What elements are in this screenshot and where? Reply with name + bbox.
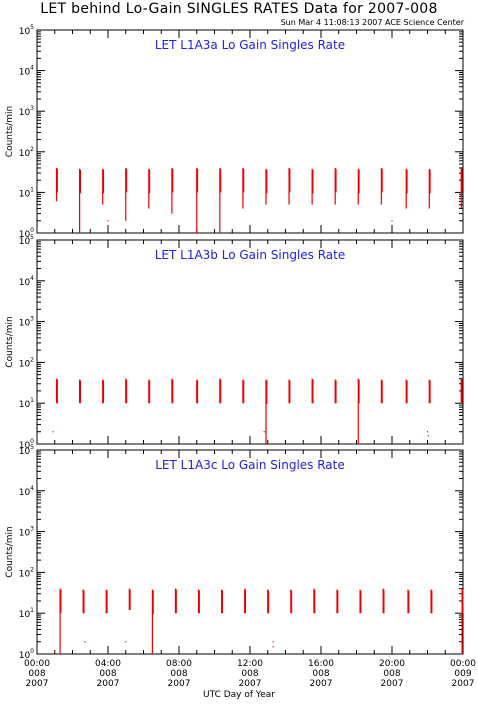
panel-frame xyxy=(36,449,464,655)
rate-point xyxy=(52,431,54,433)
rate-point xyxy=(263,431,265,433)
x-axis-title: UTC Day of Year xyxy=(203,690,275,700)
x-tick-label: 04:00 xyxy=(95,659,121,669)
rate-point xyxy=(84,641,86,643)
rate-point xyxy=(391,220,393,222)
x-tick-label: 008 xyxy=(170,669,187,679)
y-tick-label: 101 xyxy=(19,186,34,199)
rate-point xyxy=(160,229,162,231)
x-tick-label: 16:00 xyxy=(308,659,334,669)
y-tick-label: 101 xyxy=(19,397,34,410)
x-tick-label: 008 xyxy=(99,669,116,679)
y-tick-label: 102 xyxy=(19,356,34,369)
y-tick-label: 100 xyxy=(19,648,34,661)
y-tick-label: 104 xyxy=(19,275,34,288)
panel-title: LET L1A3a Lo Gain Singles Rate xyxy=(155,38,345,52)
x-tick-label: 2007 xyxy=(26,679,49,689)
x-tick-label: 2007 xyxy=(168,679,191,689)
y-tick-label: 102 xyxy=(19,566,34,579)
y-tick-label: 101 xyxy=(19,607,34,620)
panel-title: LET L1A3c Lo Gain Singles Rate xyxy=(155,458,345,472)
panel-frame xyxy=(36,239,464,445)
chart-title: LET behind Lo-Gain SINGLES RATES Data fo… xyxy=(40,1,438,17)
y-axis-title: Counts/min xyxy=(5,526,15,577)
x-tick-label: 2007 xyxy=(97,679,120,689)
panel-l1a3c: 100 101 102 103 104 105 Counts/min LET L1A3c Lo… xyxy=(5,444,464,661)
y-tick-label: 103 xyxy=(19,316,34,329)
x-tick-label: 009 xyxy=(454,669,471,679)
y-tick-label: 105 xyxy=(19,234,34,247)
rate-point xyxy=(272,646,274,648)
y-tick-label: 102 xyxy=(19,146,34,159)
y-tick-label: 104 xyxy=(19,485,34,498)
y-tick-label: 103 xyxy=(19,526,34,539)
x-tick-label: 2007 xyxy=(452,679,475,689)
x-tick-label: 008 xyxy=(241,669,258,679)
x-tick-label: 2007 xyxy=(239,679,262,689)
y-tick-label: 100 xyxy=(19,438,34,451)
y-tick-label: 105 xyxy=(19,444,34,457)
y-axis-title: Counts/min xyxy=(5,106,15,157)
x-tick-label: 2007 xyxy=(310,679,333,689)
rate-point xyxy=(125,641,127,643)
x-tick-label: 20:00 xyxy=(379,659,405,669)
x-tick-label: 008 xyxy=(312,669,329,679)
x-axis-labels: 00:00008200704:00008200708:00008200712:0… xyxy=(24,659,476,689)
panel-l1a3a: 100 101 102 103 104 105 Counts/min LET L1A3a Lo… xyxy=(5,24,464,240)
panel-frame xyxy=(36,29,464,234)
rate-point xyxy=(427,435,429,437)
x-tick-label: 008 xyxy=(383,669,400,679)
generation-timestamp: Sun Mar 4 11:08:13 2007 ACE Science Cent… xyxy=(280,18,464,27)
x-tick-label: 00:00 xyxy=(24,659,50,669)
panel-l1a3b: 100 101 102 103 104 105 Counts/min LET L1A3b Lo… xyxy=(5,234,464,451)
y-tick-label: 103 xyxy=(19,105,34,118)
rate-point xyxy=(426,431,429,433)
x-tick-label: 2007 xyxy=(381,679,404,689)
x-tick-label: 08:00 xyxy=(166,659,192,669)
rate-point xyxy=(107,220,109,222)
rate-point xyxy=(272,641,274,643)
y-tick-label: 100 xyxy=(19,227,34,240)
y-axis-title: Counts/min xyxy=(5,316,15,367)
x-tick-label: 12:00 xyxy=(237,659,263,669)
y-tick-label: 105 xyxy=(19,24,34,37)
y-tick-label: 104 xyxy=(19,65,34,78)
x-tick-label: 008 xyxy=(28,669,45,679)
x-tick-label: 00:00 xyxy=(450,659,476,669)
panel-title: LET L1A3b Lo Gain Singles Rate xyxy=(155,248,346,262)
